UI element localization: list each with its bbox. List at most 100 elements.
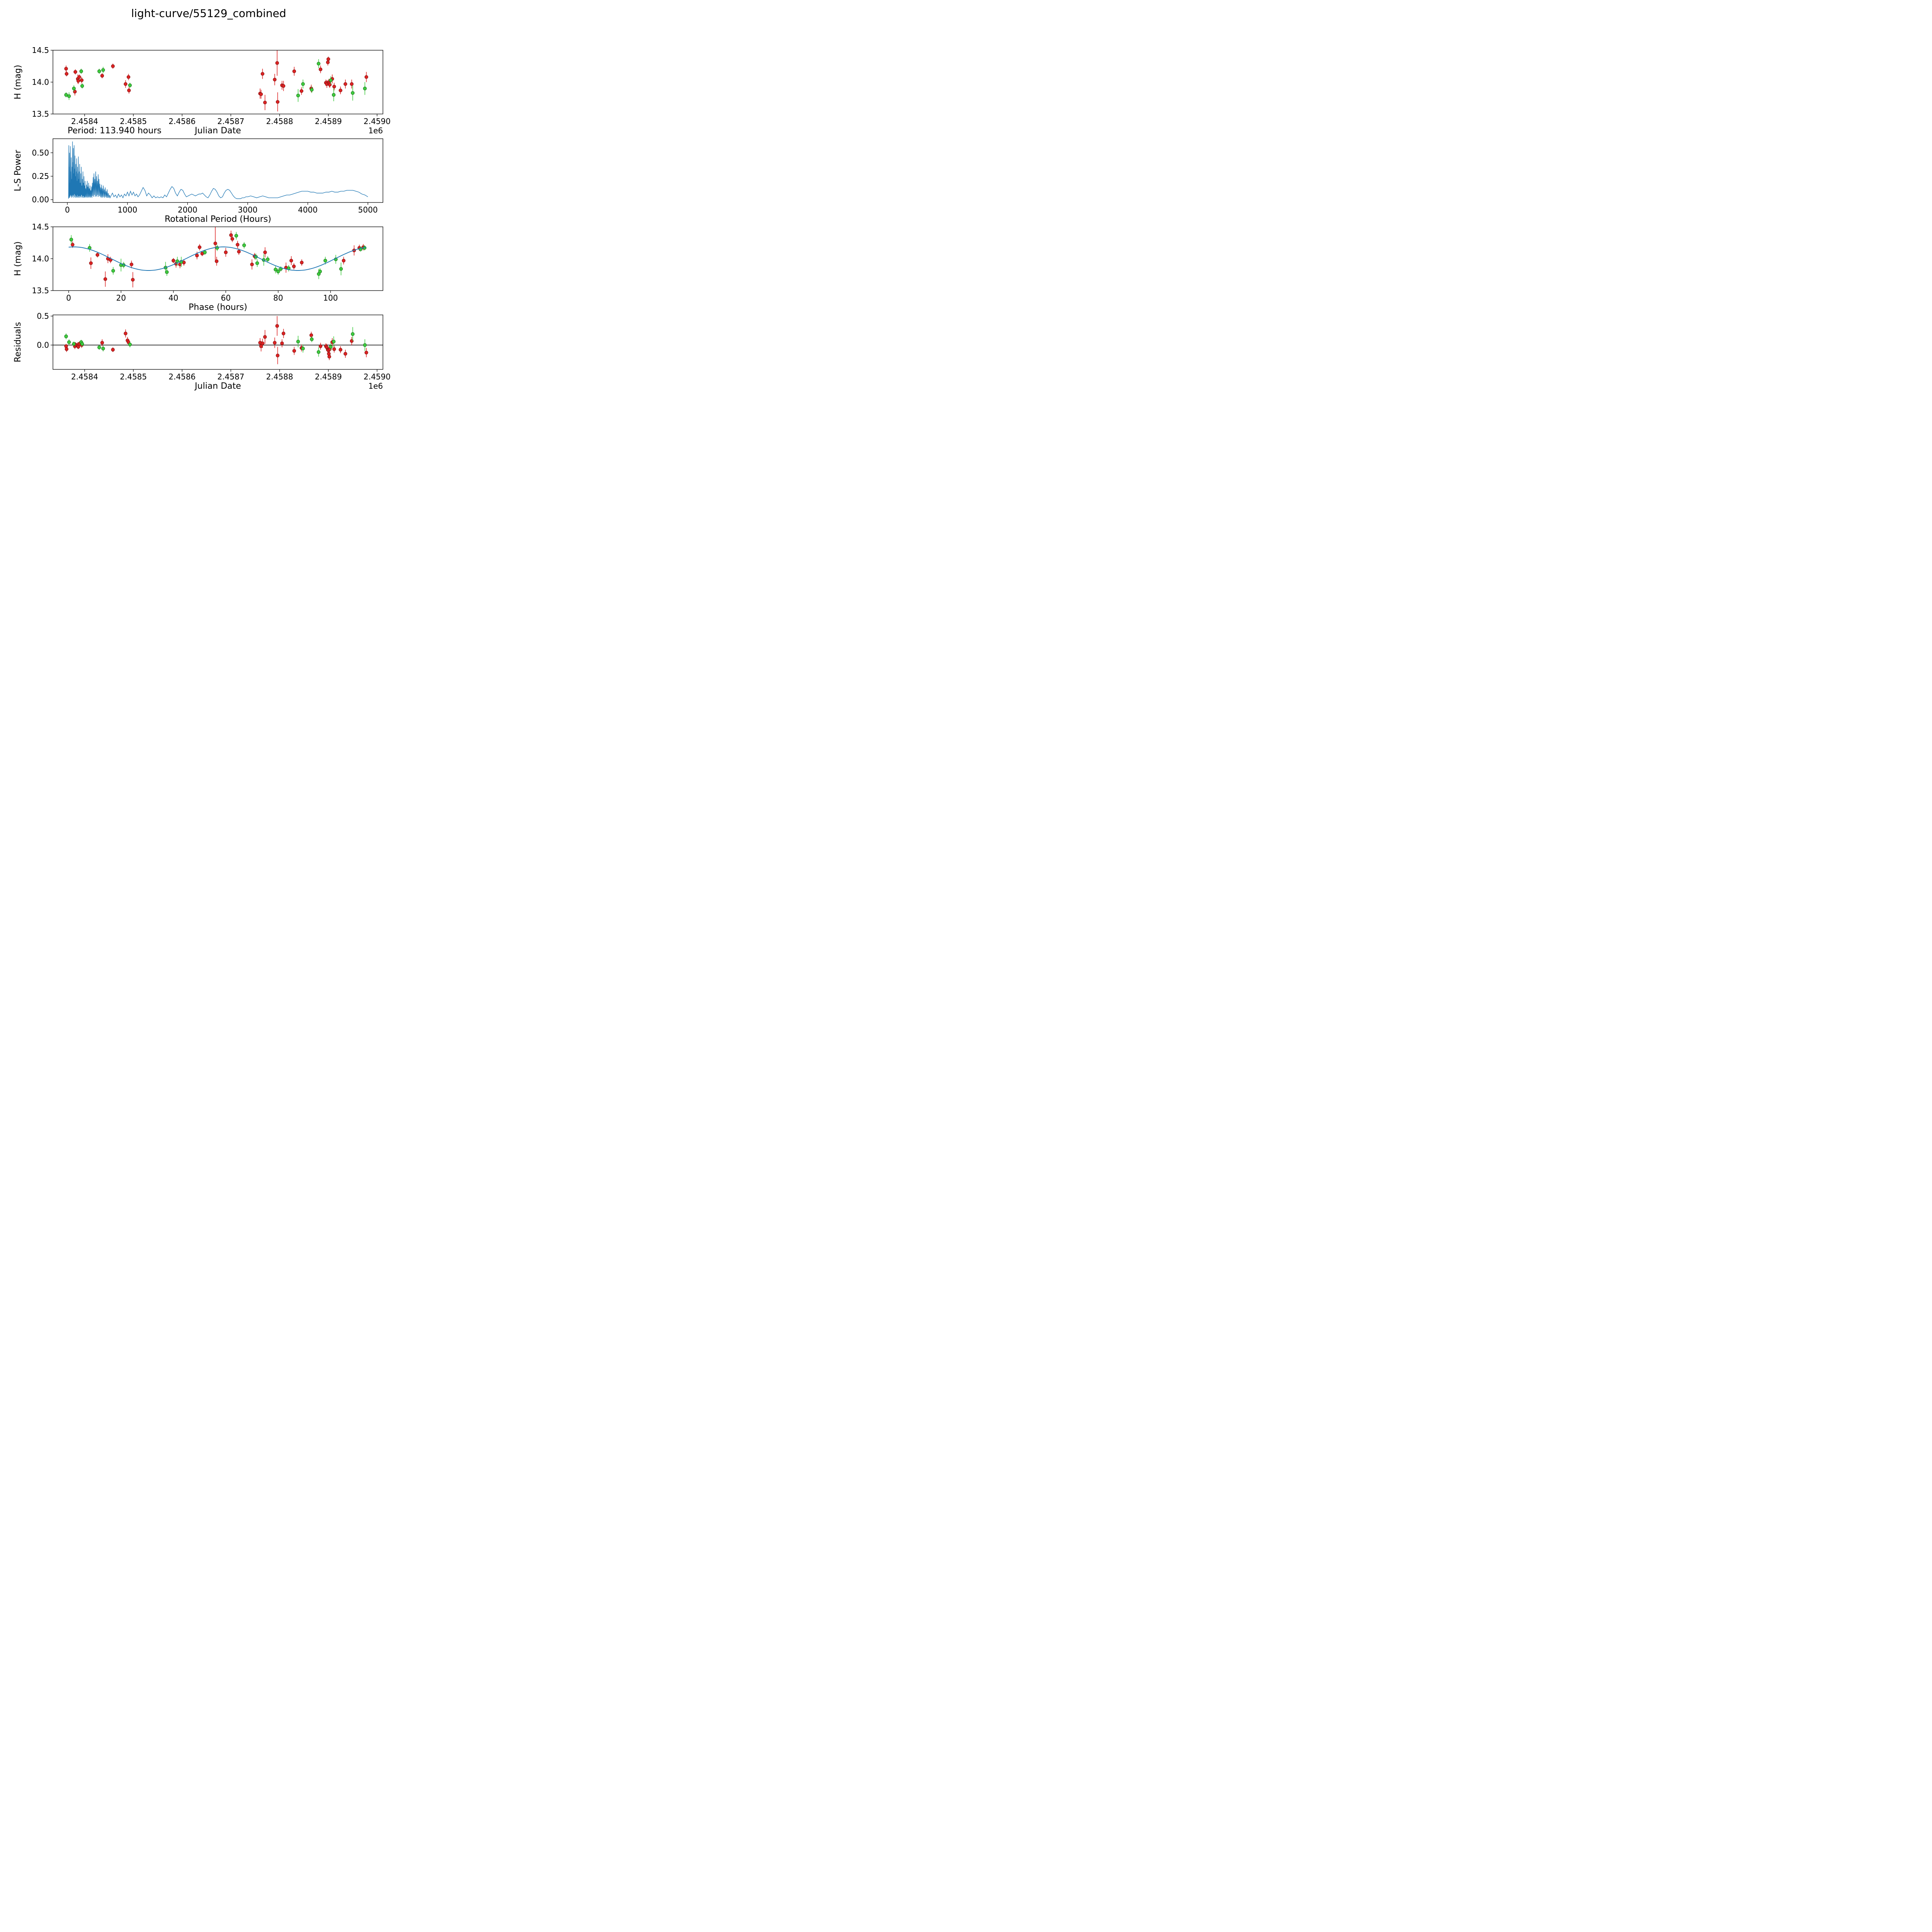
red-filter-phased xyxy=(71,227,365,287)
data-point xyxy=(318,269,322,274)
data-point xyxy=(242,243,246,247)
data-point xyxy=(332,85,336,88)
x-tick-label: 100 xyxy=(323,293,338,303)
data-point xyxy=(72,342,76,346)
x-tick-label: 0 xyxy=(66,293,71,303)
red-residuals xyxy=(64,316,368,364)
panel-residuals: 2.4584 2.4585 2.4586 2.4587 2.4588 2.4589 2.45… xyxy=(13,311,391,391)
data-point xyxy=(215,246,219,250)
data-point xyxy=(326,60,330,65)
data-point xyxy=(273,341,277,345)
data-point xyxy=(259,344,263,348)
data-point xyxy=(72,87,76,90)
data-point xyxy=(80,84,84,88)
x-tick-label: 2.4589 xyxy=(315,372,342,381)
data-point xyxy=(329,78,333,82)
data-point xyxy=(300,260,304,265)
y-axis-label: H (mag) xyxy=(13,65,23,100)
x-tick-label: 2.4585 xyxy=(120,117,147,126)
x-tick-label: 40 xyxy=(168,293,178,303)
x-axis-label: Phase (hours) xyxy=(189,303,247,312)
data-point xyxy=(79,69,83,73)
y-tick-label: 14.0 xyxy=(32,254,49,264)
data-point xyxy=(332,340,336,344)
data-point xyxy=(127,88,131,92)
data-point xyxy=(266,257,270,261)
period-annotation: Period: 113.940 hours xyxy=(68,126,162,136)
data-point xyxy=(195,253,199,257)
data-point xyxy=(281,84,286,88)
data-point xyxy=(323,259,327,263)
x-tick-label: 2.4586 xyxy=(168,117,196,126)
data-point xyxy=(103,277,107,281)
axes-box xyxy=(53,50,383,114)
data-point xyxy=(260,341,265,345)
data-point xyxy=(73,70,77,74)
data-point xyxy=(230,237,234,241)
data-point xyxy=(237,250,241,254)
y-tick-label: 0.00 xyxy=(32,195,49,204)
data-point xyxy=(332,93,336,97)
x-tick-label: 3000 xyxy=(238,205,258,214)
axis-offset-label: 1e6 xyxy=(368,381,383,391)
data-point xyxy=(292,69,296,73)
x-tick-label: 4000 xyxy=(298,205,318,214)
data-point xyxy=(101,68,105,72)
data-point xyxy=(364,75,368,79)
data-point xyxy=(289,259,293,263)
data-point xyxy=(77,75,81,79)
data-point xyxy=(95,253,99,257)
data-point xyxy=(299,89,304,93)
data-point xyxy=(281,332,286,335)
data-point xyxy=(255,261,259,265)
data-point xyxy=(275,324,279,328)
data-point xyxy=(64,344,68,348)
data-point xyxy=(80,78,84,82)
data-point xyxy=(363,343,367,347)
axes-box xyxy=(53,315,383,370)
data-point xyxy=(259,92,263,96)
x-tick-label: 2.4587 xyxy=(217,117,244,126)
x-tick-label: 5000 xyxy=(358,205,378,214)
data-point xyxy=(332,347,336,351)
data-point xyxy=(296,94,300,97)
data-point xyxy=(126,75,131,79)
data-point xyxy=(316,61,321,66)
data-point xyxy=(111,348,115,352)
x-tick-label: 2.4590 xyxy=(364,372,391,381)
data-point xyxy=(263,100,267,104)
data-point xyxy=(263,250,267,254)
data-point xyxy=(280,341,284,345)
figure-title: light-curve/55129_combined xyxy=(131,7,286,20)
x-tick-label: 2000 xyxy=(178,205,197,214)
model-fit-curve xyxy=(68,247,366,271)
data-point xyxy=(351,332,355,336)
data-point xyxy=(80,342,84,346)
data-point xyxy=(292,264,296,268)
data-point xyxy=(310,88,314,92)
green-residuals xyxy=(64,327,367,357)
data-point xyxy=(318,344,323,348)
data-point xyxy=(344,352,347,356)
data-point xyxy=(273,78,277,82)
data-point xyxy=(250,262,254,267)
data-point xyxy=(260,72,265,76)
panel-phased-lightcurve: 0 20 40 60 80 100 13.5 14.0 14.5 Phase (hours) H (… xyxy=(13,222,383,312)
data-point xyxy=(234,234,238,238)
data-point xyxy=(128,83,132,87)
data-point xyxy=(296,340,300,344)
y-tick-label: 14.5 xyxy=(32,222,49,231)
data-point xyxy=(292,349,296,353)
data-point xyxy=(263,335,267,339)
data-point xyxy=(364,350,368,355)
data-point xyxy=(350,82,354,86)
x-axis-label: Rotational Period (Hours) xyxy=(165,214,271,224)
x-tick-label: 80 xyxy=(273,293,283,303)
y-tick-label: 0.25 xyxy=(32,172,49,181)
y-axis-label: H (mag) xyxy=(13,242,23,276)
data-point xyxy=(64,67,68,71)
x-tick-label: 2.4587 xyxy=(217,372,244,381)
y-tick-label: 0.0 xyxy=(37,340,49,350)
y-tick-label: 14.5 xyxy=(32,46,49,55)
data-point xyxy=(203,250,207,254)
